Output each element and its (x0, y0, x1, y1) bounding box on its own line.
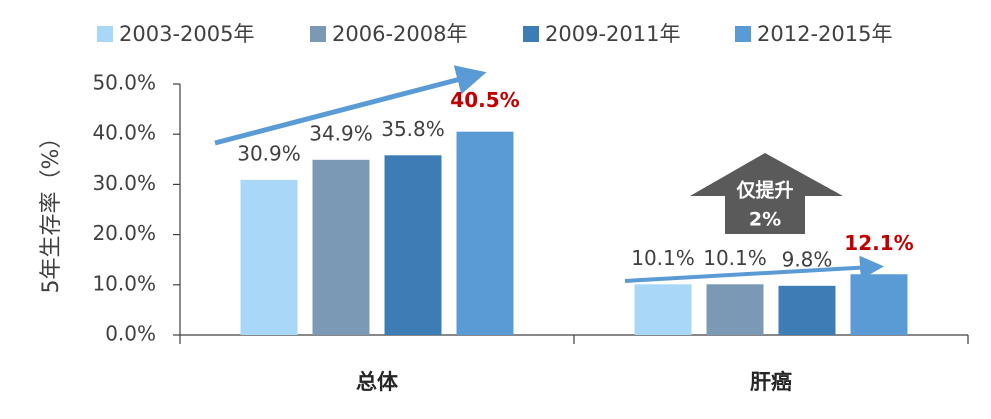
data-label: 34.9% (309, 121, 373, 145)
data-label: 40.5% (450, 88, 519, 112)
bar (384, 155, 442, 335)
bar (456, 131, 514, 335)
legend-swatch (735, 26, 751, 42)
bar (850, 274, 908, 335)
legend-swatch (523, 26, 539, 42)
bar (634, 284, 692, 335)
trend-arrow (214, 65, 487, 146)
legend-label: 2009-2011年 (545, 22, 680, 46)
data-label: 12.1% (844, 231, 913, 255)
legend-swatch (310, 26, 326, 42)
y-tick-label: 20.0% (92, 221, 156, 245)
legend-label: 2003-2005年 (119, 22, 254, 46)
x-tick-label: 总体 (356, 370, 399, 394)
y-tick-label: 40.0% (92, 121, 156, 145)
y-axis-label: 5年生存率（%） (39, 127, 64, 294)
data-label: 30.9% (237, 141, 301, 165)
bar (240, 179, 298, 335)
y-tick-label: 0.0% (105, 322, 156, 346)
data-label: 35.8% (381, 117, 445, 141)
x-tick-label: 肝癌 (750, 370, 792, 394)
up-arrow (690, 153, 843, 234)
bar (778, 285, 836, 335)
data-label: 10.1% (631, 246, 695, 270)
legend-label: 2012-2015年 (757, 22, 892, 46)
y-tick-label: 50.0% (92, 71, 156, 95)
legend-swatch (97, 26, 113, 42)
bar (706, 284, 764, 335)
data-label: 9.8% (782, 247, 833, 271)
trend-arrow (624, 255, 884, 283)
legend-label: 2006-2008年 (332, 22, 467, 46)
y-tick-label: 30.0% (92, 171, 156, 195)
bar (312, 159, 370, 335)
data-label: 10.1% (703, 246, 767, 270)
y-tick-label: 10.0% (92, 271, 156, 295)
annotation: 仅提升 (735, 179, 793, 202)
annotation: 2% (749, 209, 781, 231)
